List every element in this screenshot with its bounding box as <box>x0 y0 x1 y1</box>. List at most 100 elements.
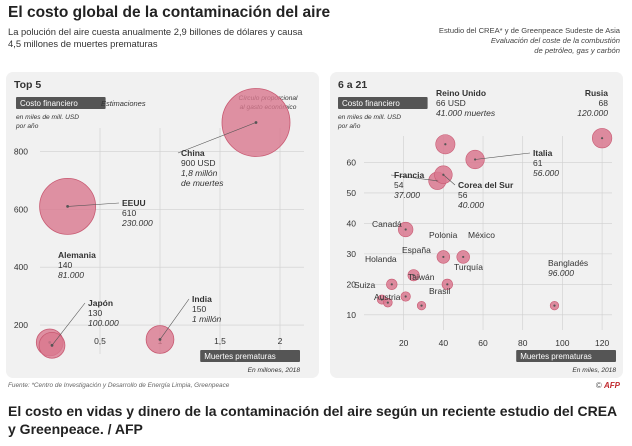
point-deaths: 41.000 muertes <box>436 108 496 118</box>
y-tick-label: 800 <box>14 146 28 156</box>
photo-caption: El costo en vidas y dinero de la contami… <box>8 403 617 437</box>
point-label: Austria <box>374 292 401 302</box>
bubble-center <box>444 143 447 146</box>
x-axis-title-box <box>516 350 616 362</box>
y-axis-units: por año <box>15 123 39 130</box>
bubble-center <box>462 255 465 259</box>
point-label: España <box>402 245 431 255</box>
point-label: Holanda <box>365 254 397 264</box>
point-label: México <box>468 230 495 240</box>
y-axis-title: Costo financiero <box>20 99 78 108</box>
point-label: Italia <box>533 148 553 158</box>
x-axis-units: En millones, 2018 <box>248 367 301 374</box>
y-tick-label: 60 <box>347 158 357 168</box>
rank6-21-panel: 10 20 30 40 50 60 20 40 60 80 100 120 6 a 21 Costo fi… <box>330 72 623 378</box>
panel-title: Top 5 <box>14 79 41 91</box>
leader-line <box>443 174 456 186</box>
point-cost: 68 <box>599 98 609 108</box>
point-cost: 140 <box>58 260 72 270</box>
point-cost: 54 <box>394 180 404 190</box>
y-tick-label: 40 <box>347 218 357 228</box>
point-deaths: 40.000 <box>458 200 484 210</box>
point-label: Taiwán <box>408 272 435 282</box>
point-label: India <box>192 294 212 304</box>
point-cost: 56 <box>458 190 468 200</box>
x-axis-units: En miles, 2018 <box>572 367 616 374</box>
point-label: Suiza <box>354 280 376 290</box>
leader-line <box>67 202 120 207</box>
y-axis-units: en miles de mill. USD <box>338 114 401 121</box>
bubble-center <box>404 228 407 231</box>
leader-line <box>51 302 86 346</box>
bubble-center <box>474 158 477 161</box>
afp-logo: AFP <box>604 381 620 390</box>
x-tick-label: 2 <box>278 336 283 346</box>
point-label: Polonia <box>429 230 458 240</box>
point-label: Brasil <box>429 286 450 296</box>
y-tick-label: 200 <box>14 320 28 330</box>
point-cost: 66 USD <box>436 98 466 108</box>
y-axis-title-box <box>16 97 106 109</box>
point-deaths: 120.000 <box>577 108 608 118</box>
y-tick-label: 600 <box>14 204 28 214</box>
panel-title: 6 a 21 <box>338 79 367 91</box>
x-axis-title-box <box>200 350 300 362</box>
x-tick-label: 1,5 <box>214 336 226 346</box>
point-label: Francia <box>394 170 425 180</box>
y-tick-label: 10 <box>347 310 357 320</box>
bubble-center <box>380 298 383 301</box>
point-deaths: 230.000 <box>121 218 153 228</box>
x-axis-title: Muertes prematuras <box>204 352 276 361</box>
x-tick-label: 80 <box>518 338 528 348</box>
point-cost: 61 <box>533 158 543 168</box>
point-cost: 900 USD <box>181 158 216 168</box>
bubble-center <box>390 283 393 286</box>
x-tick-label: 120 <box>595 338 609 348</box>
y-axis-extra: Estimaciones <box>101 99 146 108</box>
y-tick-label: 400 <box>14 262 28 272</box>
subtitle-line-1: La polución del aire cuesta anualmente 2… <box>8 26 303 37</box>
bubble-center <box>442 255 445 259</box>
study-note-1: Estudio del CREA* y de Greenpeace Sudest… <box>438 26 620 35</box>
point-label: Bangladés <box>548 258 588 268</box>
point-deaths: 1,8 millón <box>181 168 218 178</box>
source-note: Fuente: *Centro de Investigación y Desar… <box>8 382 230 389</box>
bubble-center <box>600 137 604 140</box>
leader-line <box>390 174 438 182</box>
point-cost: 130 <box>88 308 102 318</box>
point-extra: de muertes <box>181 178 224 188</box>
bubble-center <box>404 295 407 298</box>
point-label: Turquía <box>454 262 483 272</box>
bubble-center <box>386 301 389 304</box>
study-note-3: de petróleo, gas y carbón <box>534 46 620 55</box>
rank6-21-chart: 10 20 30 40 50 60 20 40 60 80 100 120 6 a 21 Costo fi… <box>337 79 616 374</box>
y-axis-title: Costo financiero <box>342 99 400 108</box>
bubble-center <box>420 304 423 307</box>
point-label: Rusia <box>585 88 608 98</box>
bubble-center <box>254 121 258 124</box>
point-cost: 150 <box>192 304 206 314</box>
point-cost: 610 <box>122 208 136 218</box>
leader-line <box>177 122 257 154</box>
x-tick-label: 100 <box>555 338 569 348</box>
afp-credit: © AFP <box>596 381 620 390</box>
point-deaths: 37.000 <box>394 190 420 200</box>
point-label: EEUU <box>122 198 146 208</box>
leader-line <box>159 298 190 340</box>
point-deaths: 100.000 <box>88 318 119 328</box>
leader-line <box>475 152 531 160</box>
y-tick-label: 50 <box>347 188 357 198</box>
y-tick-label: 20 <box>347 279 357 289</box>
x-tick-label: 40 <box>439 338 449 348</box>
page-title: El costo global de la contaminación del … <box>8 4 331 21</box>
bubble-center <box>553 304 556 307</box>
copyright-mark: © <box>595 381 604 390</box>
study-note-2: Evaluación del coste de la combustión <box>490 36 620 45</box>
point-deaths: 56.000 <box>533 168 559 178</box>
y-axis-title-box <box>338 97 428 109</box>
y-tick-label: 30 <box>347 249 357 259</box>
bubble-center <box>446 283 449 286</box>
point-deaths: 81.000 <box>58 270 84 280</box>
y-axis-units: por año <box>337 123 361 130</box>
